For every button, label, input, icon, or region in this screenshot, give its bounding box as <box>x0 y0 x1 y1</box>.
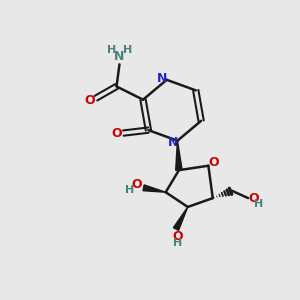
Text: H: H <box>107 45 117 55</box>
Polygon shape <box>176 141 182 170</box>
Text: N: N <box>168 136 178 149</box>
Text: O: O <box>84 94 95 107</box>
Text: O: O <box>172 230 183 243</box>
Text: H: H <box>123 45 132 55</box>
Text: H: H <box>254 199 263 209</box>
Text: H: H <box>125 185 134 195</box>
Text: O: O <box>112 128 122 140</box>
Text: O: O <box>208 156 219 169</box>
Text: N: N <box>114 50 125 64</box>
Polygon shape <box>143 185 166 192</box>
Text: O: O <box>248 192 259 205</box>
Text: H: H <box>173 238 182 248</box>
Text: N: N <box>157 72 167 85</box>
Text: O: O <box>131 178 142 191</box>
Polygon shape <box>173 207 188 230</box>
